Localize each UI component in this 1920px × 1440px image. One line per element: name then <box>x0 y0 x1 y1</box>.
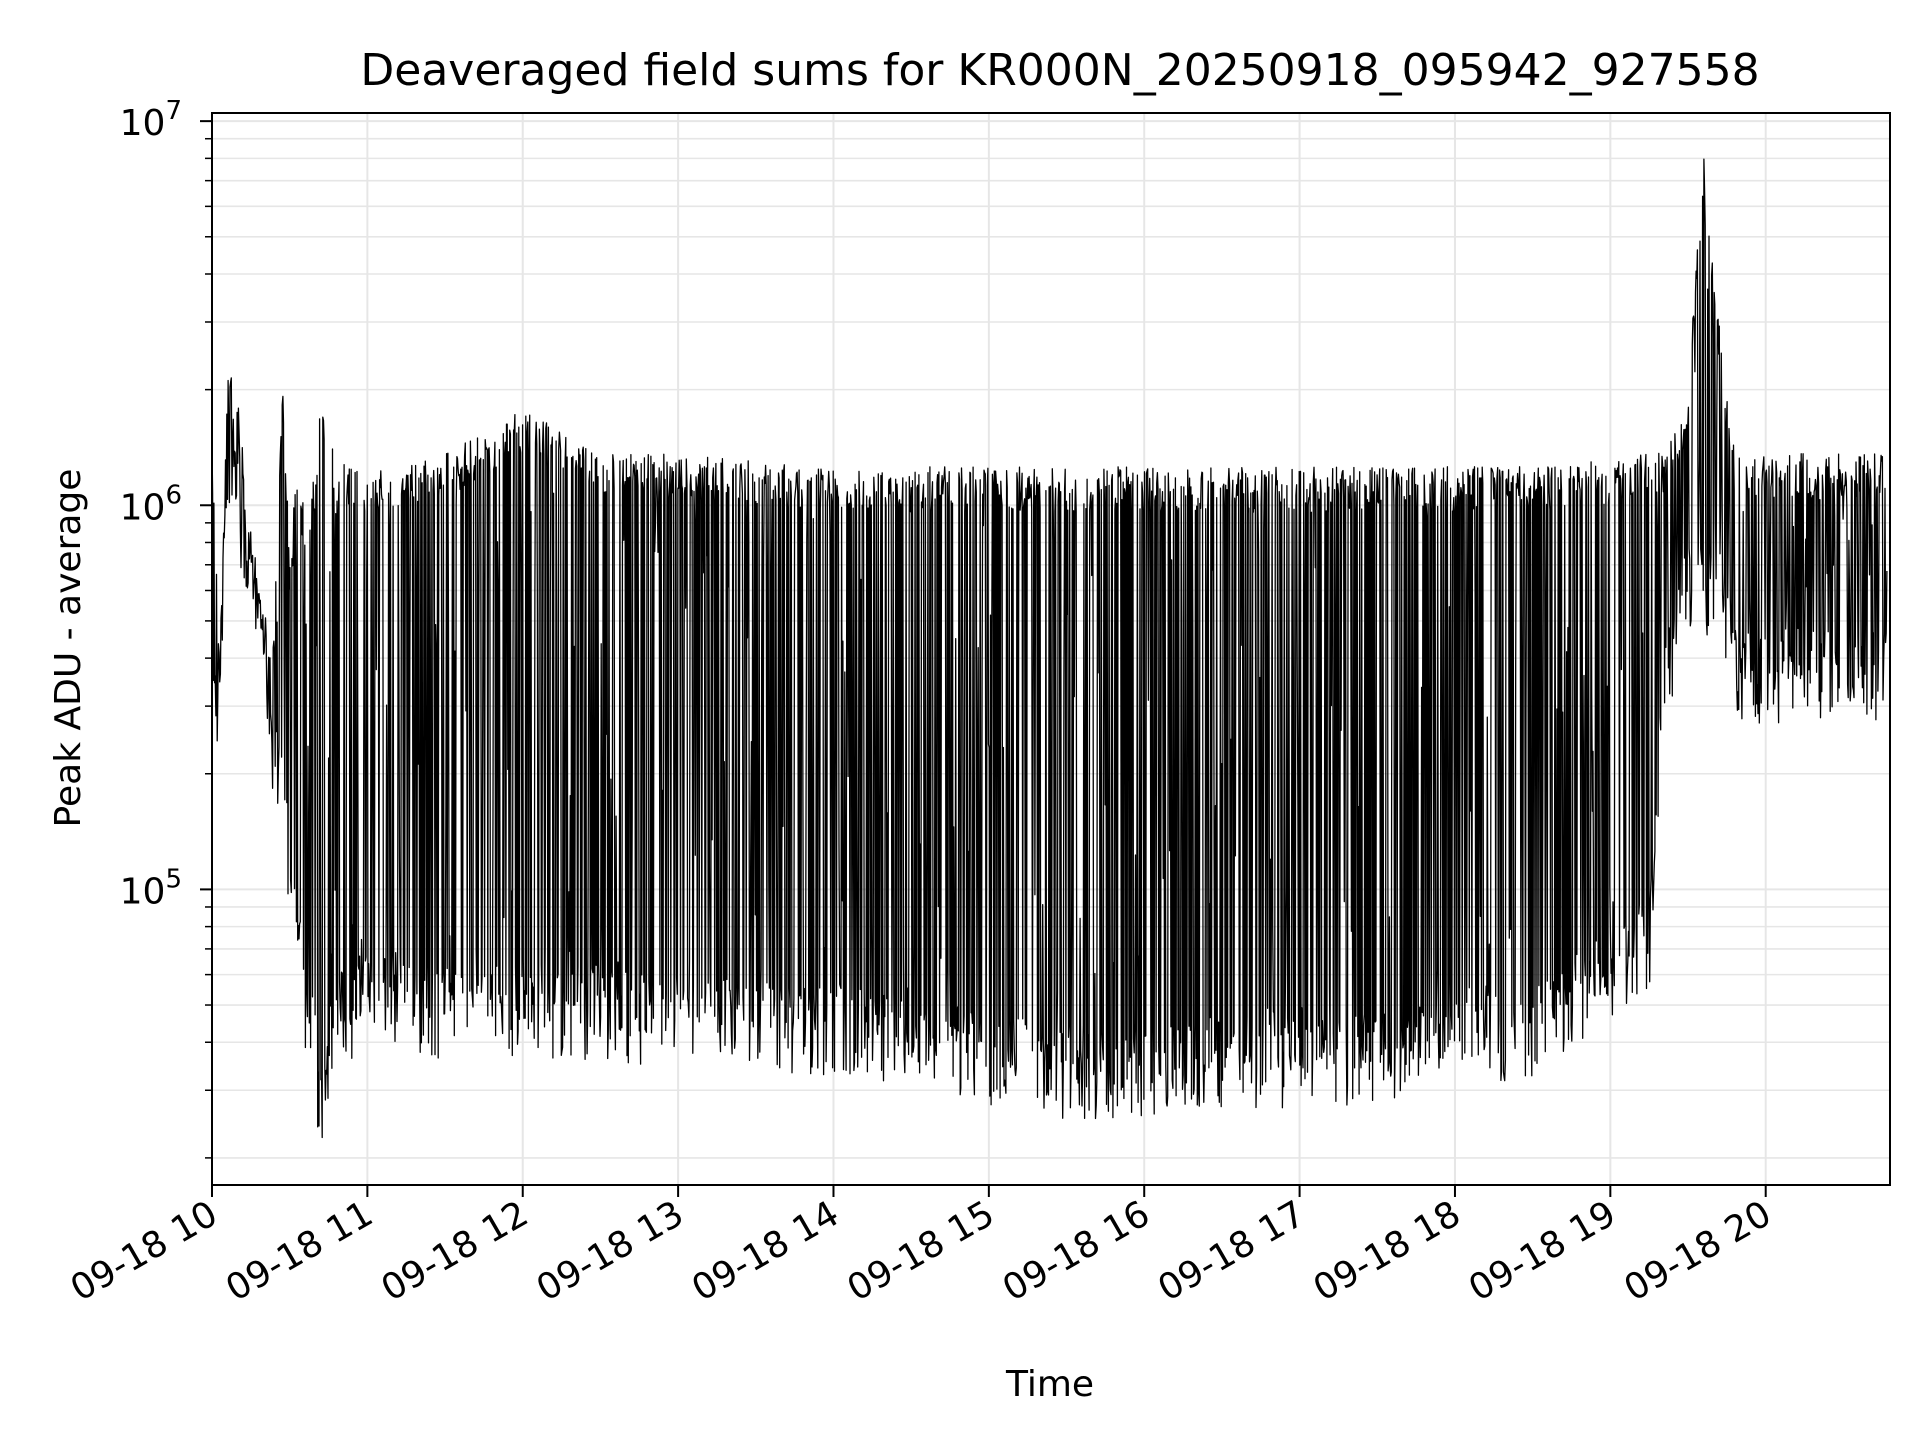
y-tick-label: 107 <box>120 96 182 144</box>
series-polyline <box>211 158 1888 1139</box>
y-axis-label: Peak ADU - average <box>48 469 89 828</box>
chart-title: Deaveraged field sums for KR000N_2025091… <box>360 45 1759 96</box>
y-tick-label: 105 <box>120 864 182 912</box>
series-line <box>211 158 1888 1139</box>
y-axis: 105 106 107 <box>120 96 212 1159</box>
y-tick-label: 106 <box>120 480 182 528</box>
x-axis-label: Time <box>1005 1364 1094 1405</box>
plot-frame <box>211 112 1891 1186</box>
